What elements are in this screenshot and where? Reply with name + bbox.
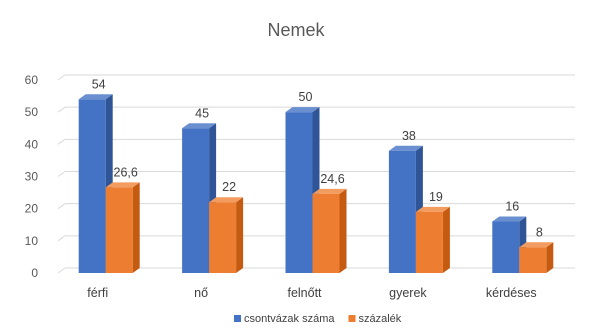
y-tick-label: 10 [25,234,39,248]
bar-front [492,221,520,273]
bar-top [105,182,140,188]
bar-percent [209,197,244,273]
data-label: 38 [402,129,416,143]
data-label: 16 [505,200,519,214]
bar-top [78,94,113,100]
bar-percent [415,206,450,273]
bar-front [105,187,133,273]
legend-item: csontvázak száma [234,313,335,325]
data-label: 54 [92,77,106,91]
data-label: 50 [299,90,313,104]
data-label: 22 [222,180,236,194]
y-tick-label: 60 [25,73,39,87]
bar-front [415,211,443,273]
bar-top [312,188,347,194]
gridline-slant [57,106,66,113]
bar-top [415,206,450,212]
legend-label: csontvázak száma [244,313,335,325]
bar-top [182,123,217,129]
bar-percent [519,242,554,273]
chart-title: Nemek [267,20,325,40]
x-category-label: nő [194,286,208,300]
bar-front [519,247,547,273]
bar-side [546,242,554,273]
data-label: 45 [195,106,209,120]
bar-side [442,206,450,273]
gridline-slant [57,203,66,210]
gridline-slant [57,171,66,177]
y-tick-label: 40 [25,137,39,151]
gridline-slant [57,235,66,242]
bar-front [388,150,416,273]
legend-swatch [234,315,241,322]
bar-side [339,188,347,273]
legend-label: százalék [358,313,401,325]
x-category-label: felnőtt [287,286,322,300]
bar-top [209,197,244,203]
legend-swatch [348,315,356,322]
bar-front [78,99,106,273]
x-category-label: férfi [87,286,108,300]
x-axis-categories: férfi nő felnőtt gyerek kérdéses [87,286,536,300]
bar-front [209,202,237,273]
bar-top [285,107,320,113]
data-label: 19 [429,190,443,204]
bar-top [492,216,527,222]
bar-top [388,145,423,151]
bar-side [236,197,244,273]
bars [78,94,554,274]
bar-percent [312,188,347,273]
y-tick-label: 30 [25,170,39,184]
gridline-slant [57,74,66,81]
bar-count [285,107,320,274]
x-category-label: kérdéses [486,286,537,300]
x-category-label: gyerek [389,286,427,300]
data-label: 26,6 [114,165,138,179]
bar-front [312,193,340,273]
bar-top [519,242,554,248]
y-axis-ticks: 0 10 20 30 40 50 60 [25,73,39,280]
legend: csontvázak száma százalék [234,313,402,325]
bar-front [285,112,313,274]
gridline-slant [57,138,66,145]
bar-side [132,182,140,273]
y-tick-label: 50 [25,105,39,119]
data-labels: 54 26,6 45 22 50 24,6 38 19 16 8 [92,77,543,239]
y-tick-label: 20 [25,202,39,216]
data-label: 24,6 [320,172,344,186]
bar-front [182,128,210,273]
y-tick-label: 0 [31,266,38,280]
data-label: 8 [536,225,543,239]
bar-percent [105,182,140,273]
gridline-slant [57,267,66,274]
legend-item: százalék [348,313,402,325]
